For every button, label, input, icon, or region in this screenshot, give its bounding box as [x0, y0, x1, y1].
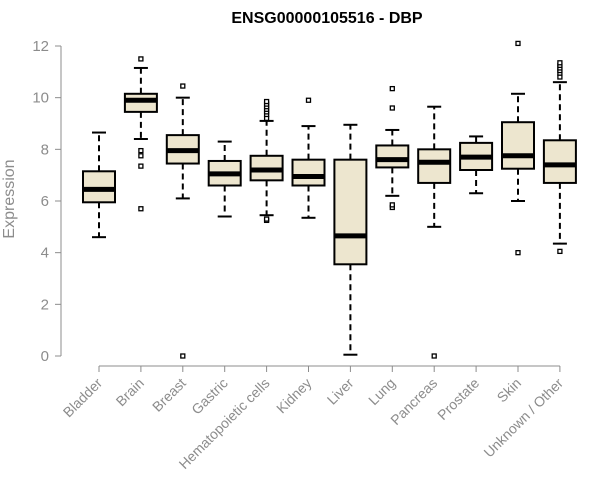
- iqr-box: [333, 158, 368, 266]
- outlier-point: [263, 98, 270, 105]
- outlier-point: [431, 353, 437, 359]
- x-tick-label: Skin: [494, 375, 525, 406]
- x-tick-label: Breast: [149, 375, 189, 415]
- x-tick-label: Pancreas: [387, 375, 440, 428]
- iqr-box: [291, 158, 326, 187]
- y-tick-label: 8: [41, 141, 49, 158]
- y-tick-label: 6: [41, 193, 49, 210]
- box-kidney: [291, 97, 326, 219]
- outlier-point: [180, 83, 186, 89]
- outlier-point: [515, 40, 521, 47]
- box-breast: [165, 83, 200, 359]
- iqr-box: [542, 139, 577, 184]
- outlier-point: [389, 105, 395, 111]
- y-axis-label: Expression: [1, 159, 18, 238]
- box-bladder: [82, 131, 116, 239]
- box-skin: [501, 40, 535, 256]
- outlier-point: [138, 206, 144, 212]
- outlier-point: [389, 85, 395, 92]
- outlier-point: [263, 216, 270, 222]
- x-tick-label: Kidney: [273, 375, 315, 417]
- box-brain: [123, 56, 158, 212]
- x-tick-label: Brain: [113, 375, 147, 409]
- x-tick-label: Liver: [324, 375, 357, 408]
- y-tick-label: 0: [41, 348, 49, 365]
- x-tick-label: Bladder: [60, 375, 106, 421]
- chart-title: ENSG00000105516 - DBP: [231, 10, 423, 27]
- iqr-box: [82, 170, 116, 204]
- x-tick-label: Lung: [365, 375, 398, 408]
- outlier-point: [389, 202, 395, 208]
- outlier-point: [557, 60, 563, 66]
- y-tick-label: 4: [41, 245, 49, 262]
- x-tick-label: Unknown / Other: [480, 375, 566, 461]
- outlier-point: [305, 97, 312, 103]
- iqr-box: [501, 121, 535, 170]
- boxes-group: [82, 40, 577, 359]
- y-tick-label: 12: [32, 38, 49, 55]
- y-axis: 0 2 4 6 8 10 12: [32, 38, 62, 365]
- y-tick-label: 10: [32, 90, 49, 107]
- outlier-point: [138, 153, 144, 159]
- iqr-box: [123, 92, 158, 113]
- outlier-point: [180, 353, 186, 359]
- outlier-point: [138, 147, 144, 154]
- iqr-box: [375, 144, 410, 169]
- box-lung: [375, 85, 410, 211]
- x-tick-label: Prostate: [434, 375, 482, 423]
- outlier-point: [138, 56, 144, 62]
- box-pancreas: [417, 105, 452, 359]
- box-prostate: [459, 135, 494, 195]
- box-liver: [333, 123, 368, 356]
- outlier-point: [557, 248, 563, 255]
- box-gastric: [207, 140, 242, 218]
- box-hematopoietic-cells: [249, 98, 284, 224]
- box-unknown-other: [542, 60, 577, 255]
- y-tick-label: 2: [41, 296, 49, 313]
- outlier-point: [515, 250, 521, 256]
- outlier-point: [138, 163, 144, 169]
- iqr-box: [417, 148, 452, 184]
